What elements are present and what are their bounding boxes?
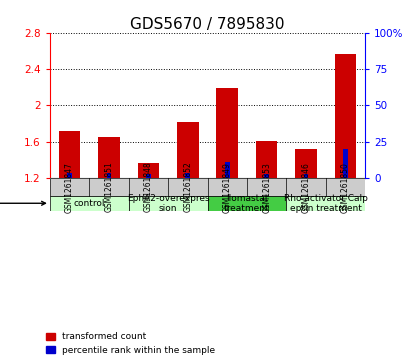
Bar — [59, 131, 81, 178]
Bar — [129, 196, 208, 211]
Text: GSM1261847: GSM1261847 — [65, 162, 74, 212]
Text: GSM1261853: GSM1261853 — [262, 162, 271, 212]
Text: protocol: protocol — [0, 198, 46, 208]
Text: Rho activator Calp
eptin treatment: Rho activator Calp eptin treatment — [284, 193, 368, 213]
Text: control: control — [73, 199, 105, 208]
Bar — [146, 174, 151, 178]
Bar — [256, 141, 278, 178]
Text: EphA2-overexpres
sion: EphA2-overexpres sion — [127, 193, 210, 213]
Bar — [177, 122, 199, 178]
Bar — [216, 88, 238, 178]
Text: GSM1261850: GSM1261850 — [341, 162, 350, 212]
Text: GSM1261852: GSM1261852 — [183, 162, 192, 212]
Bar — [264, 174, 269, 178]
Bar — [107, 173, 111, 178]
Text: GSM1261849: GSM1261849 — [223, 162, 232, 212]
Text: GSM1261848: GSM1261848 — [144, 162, 153, 212]
Bar — [225, 162, 229, 178]
Bar — [98, 137, 120, 178]
Bar — [208, 196, 286, 211]
Bar — [343, 149, 348, 178]
Bar — [137, 163, 159, 178]
Bar — [295, 149, 317, 178]
Text: GSM1261851: GSM1261851 — [105, 162, 113, 212]
Bar — [67, 173, 72, 178]
Text: GSM1261846: GSM1261846 — [302, 162, 310, 212]
Title: GDS5670 / 7895830: GDS5670 / 7895830 — [130, 16, 285, 32]
Bar — [286, 196, 365, 211]
Bar — [304, 174, 308, 178]
Bar — [50, 178, 365, 196]
Legend: transformed count, percentile rank within the sample: transformed count, percentile rank withi… — [46, 333, 215, 355]
Bar — [186, 173, 190, 178]
Text: Ilomastat
treatment: Ilomastat treatment — [224, 193, 270, 213]
Bar — [334, 54, 356, 178]
Bar — [50, 196, 129, 211]
